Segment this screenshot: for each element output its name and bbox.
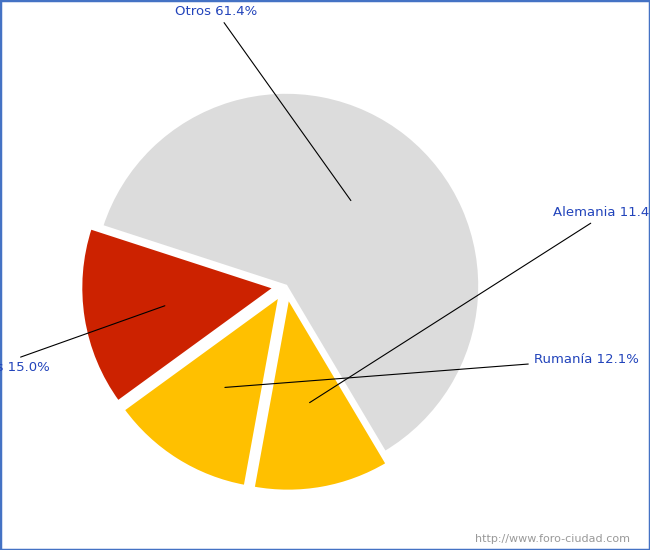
Text: Marruecos 15.0%: Marruecos 15.0% [0,306,165,374]
Wedge shape [81,228,274,402]
Text: http://www.foro-ciudad.com: http://www.foro-ciudad.com [476,534,630,544]
Wedge shape [102,92,480,453]
Text: Rumanía 12.1%: Rumanía 12.1% [225,353,639,387]
Text: Otros 61.4%: Otros 61.4% [175,4,351,201]
Wedge shape [254,298,387,491]
Wedge shape [124,296,280,486]
Text: Alemania 11.4%: Alemania 11.4% [309,206,650,403]
Text: Seròs - Turistas extranjeros según país - Abril de 2024: Seròs - Turistas extranjeros según país … [101,12,549,30]
